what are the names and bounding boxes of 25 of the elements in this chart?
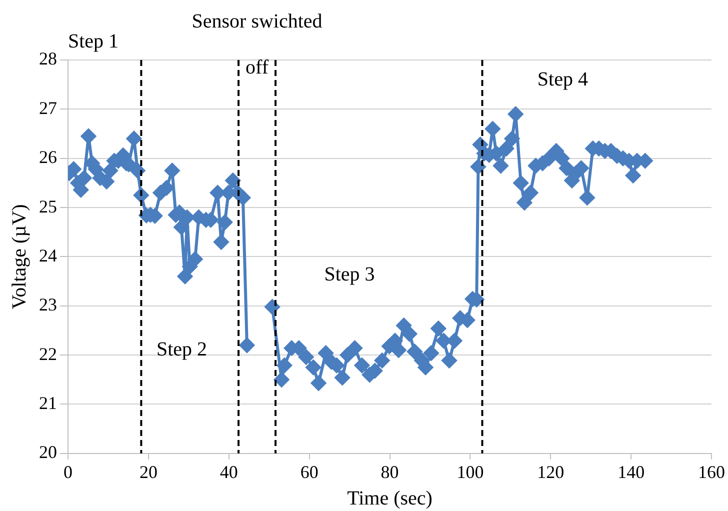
y-tick-label: 26 <box>39 147 57 168</box>
annotation: Step 3 <box>324 263 375 286</box>
y-tick-label: 25 <box>39 196 57 216</box>
y-tick-label: 20 <box>39 442 57 462</box>
y-tick-label: 23 <box>39 294 57 315</box>
x-tick-label: 160 <box>698 462 725 482</box>
y-tick-label: 22 <box>39 344 57 364</box>
text: Step 1 <box>68 30 119 52</box>
x-tick-label: 80 <box>380 462 399 482</box>
y-tick-label: 21 <box>39 392 57 413</box>
y-tick-label: 27 <box>39 98 57 118</box>
x-tick-label: 60 <box>300 462 318 482</box>
x-tick-label: 20 <box>139 462 158 482</box>
x-tick-label: 120 <box>537 462 564 482</box>
x-tick-label: 0 <box>64 462 72 482</box>
annotation: Step 2 <box>156 338 208 360</box>
y-tick-label: 28 <box>39 48 57 69</box>
x-tick-label: 40 <box>220 462 238 482</box>
x-tick-label: 140 <box>618 462 645 482</box>
y-tick-label: 24 <box>39 245 57 266</box>
text: Sensor swichted off <box>192 10 322 78</box>
x-axis-title: Time (sec) <box>347 487 432 510</box>
annotation: Step 4 <box>537 68 588 90</box>
y-axis-title: Voltage (µV) <box>8 204 30 310</box>
x-tick-label: 100 <box>456 462 484 482</box>
